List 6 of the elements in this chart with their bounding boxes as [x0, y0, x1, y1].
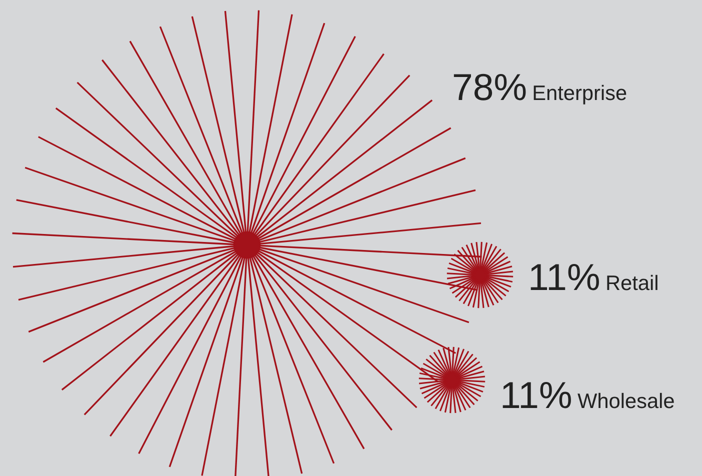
data-label: 11% [502, 382, 571, 408]
category-label: Enterprise [534, 84, 626, 104]
data-label: 11% [530, 264, 599, 290]
category-label: Retail [607, 274, 658, 290]
data-label: 78% [454, 74, 526, 100]
category-label: Wholesale [578, 392, 674, 408]
